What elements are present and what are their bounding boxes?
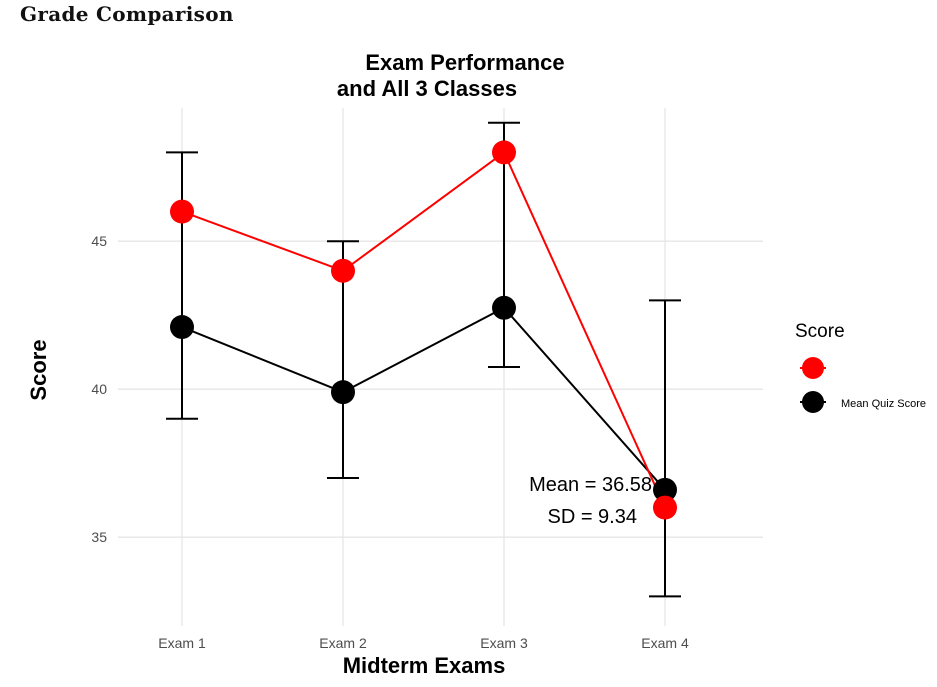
data-points [170,140,677,520]
legend-key-point-red [802,357,824,379]
annotation-sd: SD = 9.34 [547,506,637,528]
x-tick-label: Exam 3 [480,635,528,651]
chart-title-line-1: Exam Performance [365,50,564,75]
legend: Score Mean Quiz Score [795,321,926,413]
y-tick-label: 35 [91,529,107,545]
data-point-black [653,477,677,502]
x-tick-label: Exam 4 [641,635,689,651]
data-point-red [492,140,516,165]
data-point-black [492,295,516,320]
chart-title-line-2: and All 3 Classes [337,76,517,101]
data-point-red [170,199,194,224]
annotation-mean: Mean = 36.58 [529,474,652,496]
y-tick-label: 40 [91,381,107,397]
data-point-black [170,315,194,340]
y-tick-label: 45 [91,233,107,249]
series-lines [181,150,666,509]
data-point-black [331,380,355,405]
series-line-black [181,306,666,491]
legend-label-black: Mean Quiz Score [841,398,926,410]
series-line-red [181,150,666,509]
x-tick-label: Exam 1 [158,635,206,651]
page-heading: Grade Comparison [20,2,234,26]
legend-title: Score [795,321,845,342]
grid [118,108,763,626]
y-axis-title: Score [26,339,51,400]
tick-labels: Exam 1 Exam 2 Exam 3 Exam 4 35 40 45 [91,233,689,651]
data-point-red [331,258,355,283]
legend-key-point-black [802,391,824,413]
data-point-red [653,495,677,520]
x-axis-title: Midterm Exams [343,653,506,678]
x-tick-label: Exam 2 [319,635,367,651]
